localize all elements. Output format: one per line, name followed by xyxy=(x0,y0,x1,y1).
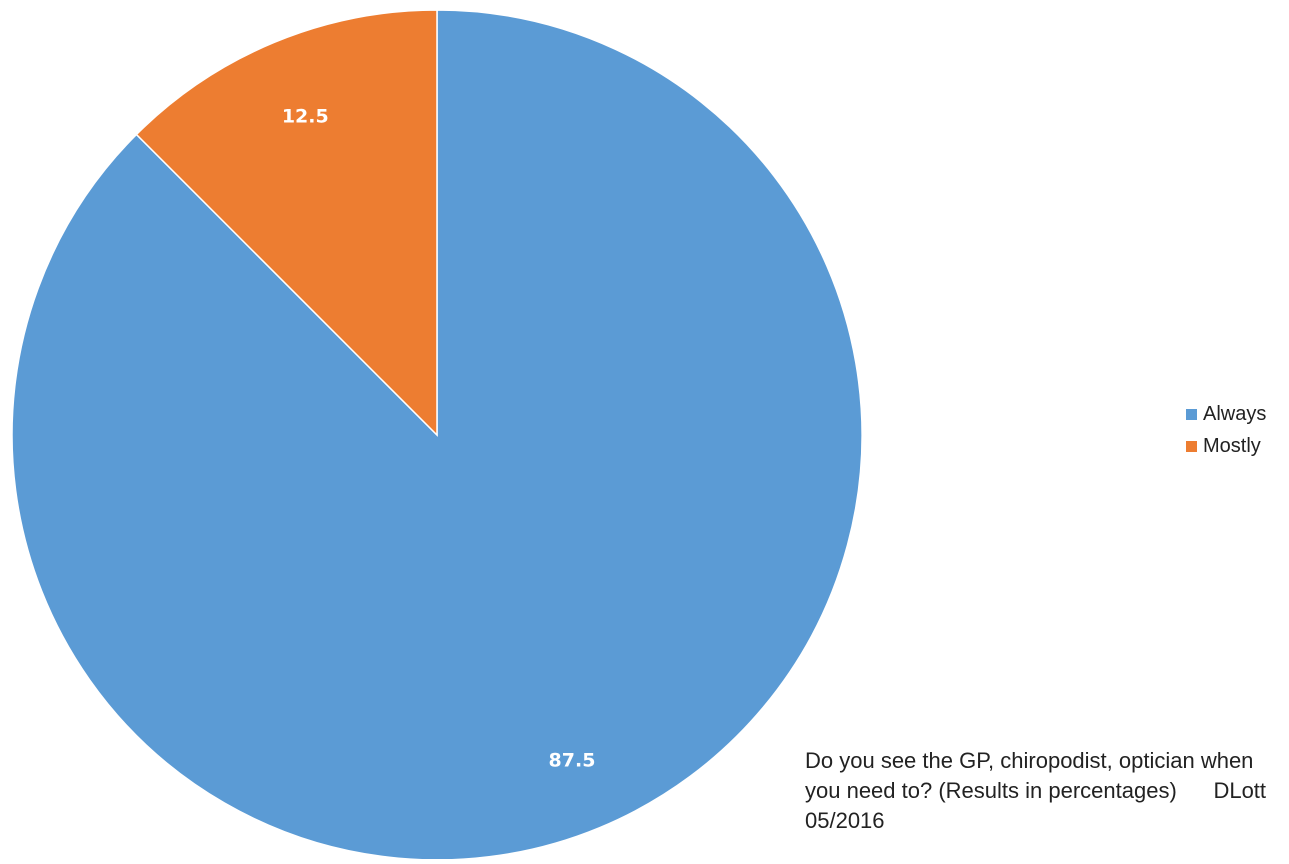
chart-caption: Do you see the GP, chiropodist, optician… xyxy=(805,748,1273,833)
legend-label-mostly: Mostly xyxy=(1203,434,1261,457)
legend-item-mostly: Mostly xyxy=(1186,430,1266,462)
pie-slice-mostly xyxy=(135,9,438,437)
chart-legend: Always Mostly xyxy=(1186,398,1266,462)
legend-swatch-always xyxy=(1186,408,1197,420)
data-label-mostly: 12.5 xyxy=(282,105,329,127)
legend-swatch-mostly xyxy=(1186,440,1197,452)
legend-item-always: Always xyxy=(1186,398,1266,430)
legend-label-always: Always xyxy=(1203,402,1267,425)
data-label-always: 87.5 xyxy=(549,749,596,771)
